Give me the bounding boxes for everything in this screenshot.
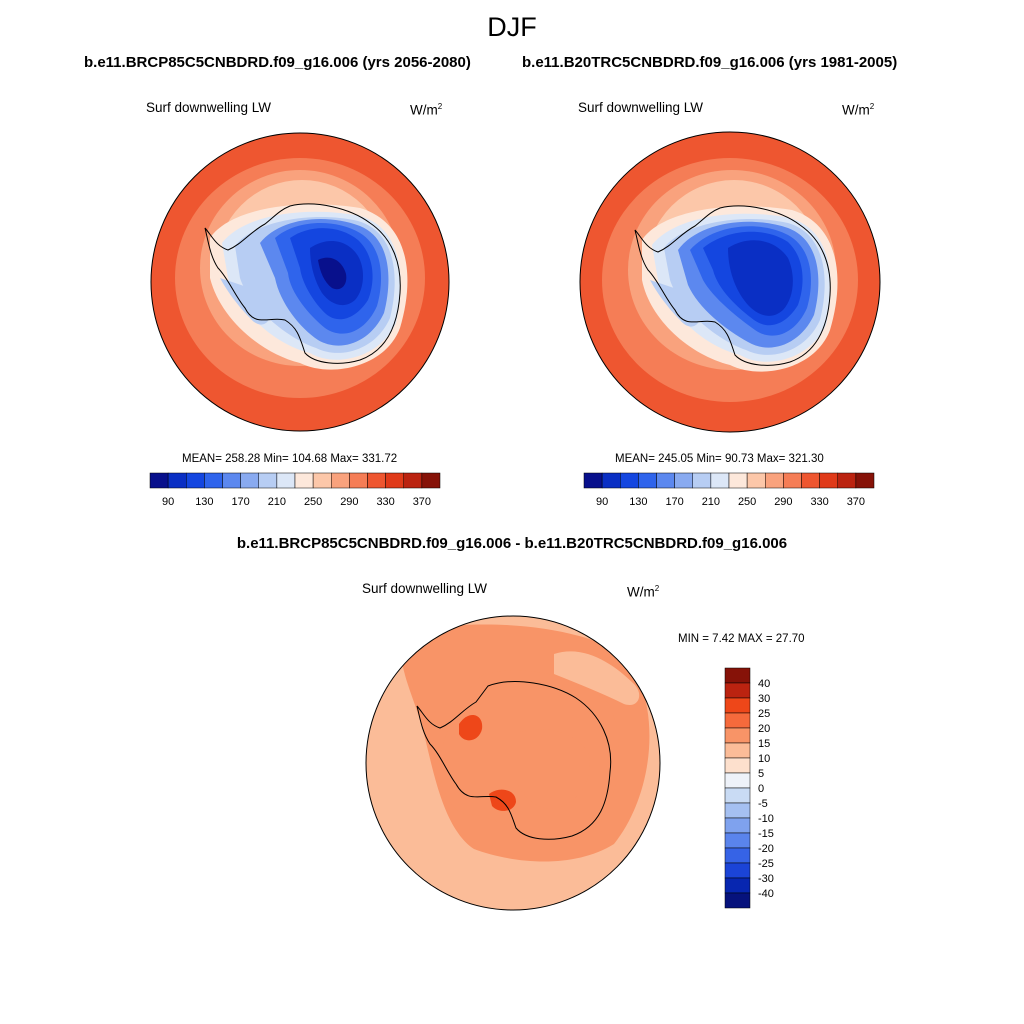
- panel1-colorbar-box: [367, 472, 386, 489]
- panel2-colorbar-label: 90: [596, 496, 608, 508]
- panel1-colorbar-box: [276, 472, 296, 489]
- panel1-colorbar-box: [312, 472, 332, 489]
- panel2-stats: MEAN= 245.05 Min= 90.73 Max= 321.30: [615, 453, 824, 465]
- panel2-colorbar-box: [728, 472, 748, 489]
- panel2-colorbar-box: [801, 472, 820, 489]
- diff-colorbar-box: [724, 697, 751, 714]
- panel2-colorbar-box: [692, 472, 712, 489]
- panel2-colorbar-label: 370: [847, 496, 865, 508]
- panel2-colorbar-box: [837, 472, 857, 489]
- panel1-colorbar-label: 290: [340, 496, 358, 508]
- diff-colorbar-box: [724, 682, 751, 699]
- diff-colorbar-label: -30: [758, 873, 774, 885]
- panel2-colorbar: 90 130 170 210 250 290 330 370: [583, 472, 875, 508]
- diff-colorbar-box: [724, 712, 751, 729]
- panel2-colorbar-box: [656, 472, 675, 489]
- panel1-colorbar-box: [222, 472, 241, 489]
- diff-colorbar-label: 5: [758, 768, 764, 780]
- panel1-colorbar: 90 130 170 210 250 290 330 370: [149, 472, 441, 508]
- panel2-colorbar-label: 290: [774, 496, 792, 508]
- panel1-colorbar-box: [421, 472, 441, 489]
- panel1-units: W/m2: [410, 102, 443, 118]
- diff-colorbar-label: 40: [758, 678, 770, 690]
- panel1-colorbar-label: 90: [162, 496, 174, 508]
- diff-colorbar-box: [724, 772, 751, 789]
- panel2-colorbar-box: [746, 472, 766, 489]
- panel2-colorbar-box: [819, 472, 838, 489]
- panel2-colorbar-box: [601, 472, 621, 489]
- panel1-colorbar-box: [331, 472, 350, 489]
- panel2-colorbar-label: 250: [738, 496, 756, 508]
- diff-colorbar-box: [724, 742, 751, 759]
- panel1-stats: MEAN= 258.28 Min= 104.68 Max= 331.72: [182, 453, 398, 465]
- panel2-colorbar-label: 210: [702, 496, 720, 508]
- panel1-colorbar-label: 210: [268, 496, 286, 508]
- panel1-colorbar-box: [186, 472, 205, 489]
- panel1-colorbar-box: [149, 472, 169, 489]
- panel2-case-title: b.e11.B20TRC5CNBDRD.f09_g16.006 (yrs 198…: [522, 54, 898, 71]
- diff-colorbar-box: [724, 787, 751, 804]
- diff-colorbar-label: -40: [758, 888, 774, 900]
- diff-colorbar-label: 10: [758, 753, 770, 765]
- panel2-colorbar-box: [583, 472, 603, 489]
- panel2-colorbar-box: [710, 472, 730, 489]
- panel2-colorbar-label: 130: [629, 496, 647, 508]
- diff-colorbar-label: 20: [758, 723, 770, 735]
- panel2-colorbar-label: 170: [665, 496, 683, 508]
- diff-colorbar-label: 30: [758, 693, 770, 705]
- panel1-polar-map: [150, 132, 450, 432]
- diff-colorbar-label: -5: [758, 798, 768, 810]
- panel2-variable-label: Surf downwelling LW: [578, 100, 704, 115]
- diff-colorbar-label: -20: [758, 843, 774, 855]
- panel1-colorbar-label: 250: [304, 496, 322, 508]
- diff-colorbar-box: [724, 892, 751, 909]
- panel2-polar-map: [579, 131, 881, 433]
- diff-colorbar-label: -15: [758, 828, 774, 840]
- panel2-colorbar-box: [855, 472, 875, 489]
- panel2-colorbar-box: [674, 472, 693, 489]
- panel1-case-title: b.e11.BRCP85C5CNBDRD.f09_g16.006 (yrs 20…: [84, 54, 471, 71]
- diff-colorbar-box: [724, 877, 751, 894]
- diff-colorbar-box: [724, 667, 751, 684]
- panel2-colorbar-box: [638, 472, 657, 489]
- diff-polar-map: [365, 615, 661, 911]
- panel1-colorbar-box: [204, 472, 223, 489]
- diff-colorbar-label: 25: [758, 708, 770, 720]
- diff-min-max: MIN = 7.42 MAX = 27.70: [678, 633, 805, 645]
- diff-variable-label: Surf downwelling LW: [362, 581, 488, 596]
- panel2-colorbar-label: 330: [810, 496, 828, 508]
- diff-colorbar-box: [724, 757, 751, 774]
- diff-units: W/m2: [627, 584, 660, 600]
- diff-colorbar-label: -25: [758, 858, 774, 870]
- difference-title: b.e11.BRCP85C5CNBDRD.f09_g16.006 - b.e11…: [236, 535, 788, 552]
- panel1-colorbar-box: [385, 472, 404, 489]
- diff-colorbar-label: -10: [758, 813, 774, 825]
- panel1-colorbar-label: 170: [231, 496, 249, 508]
- panel1-colorbar-box: [403, 472, 423, 489]
- diff-colorbar-box: [724, 862, 751, 879]
- diff-colorbar-box: [724, 817, 751, 834]
- panel1-colorbar-box: [349, 472, 368, 489]
- diff-colorbar-label: 0: [758, 783, 764, 795]
- panel1-colorbar-box: [294, 472, 314, 489]
- panel1-colorbar-label: 370: [413, 496, 431, 508]
- panel2-colorbar-box: [783, 472, 802, 489]
- panel1-variable-label: Surf downwelling LW: [146, 100, 272, 115]
- panel1-colorbar-box: [240, 472, 259, 489]
- panel2-units: W/m2: [842, 102, 875, 118]
- diff-colorbar-box: [724, 727, 751, 744]
- diff-colorbar-box: [724, 847, 751, 864]
- panel2-colorbar-box: [765, 472, 784, 489]
- diff-colorbar: 40 30 25 20 15 10 5 0 -5 -10 -15 -20 -25 -30 -40: [724, 667, 774, 909]
- panel1-colorbar-label: 330: [376, 496, 394, 508]
- diff-colorbar-box: [724, 802, 751, 819]
- panel1-colorbar-box: [258, 472, 278, 489]
- panel1-colorbar-label: 130: [195, 496, 213, 508]
- diff-colorbar-label: 15: [758, 738, 770, 750]
- diff-colorbar-box: [724, 832, 751, 849]
- panel2-colorbar-box: [620, 472, 639, 489]
- figure-title: DJF: [487, 12, 537, 42]
- panel1-colorbar-box: [167, 472, 187, 489]
